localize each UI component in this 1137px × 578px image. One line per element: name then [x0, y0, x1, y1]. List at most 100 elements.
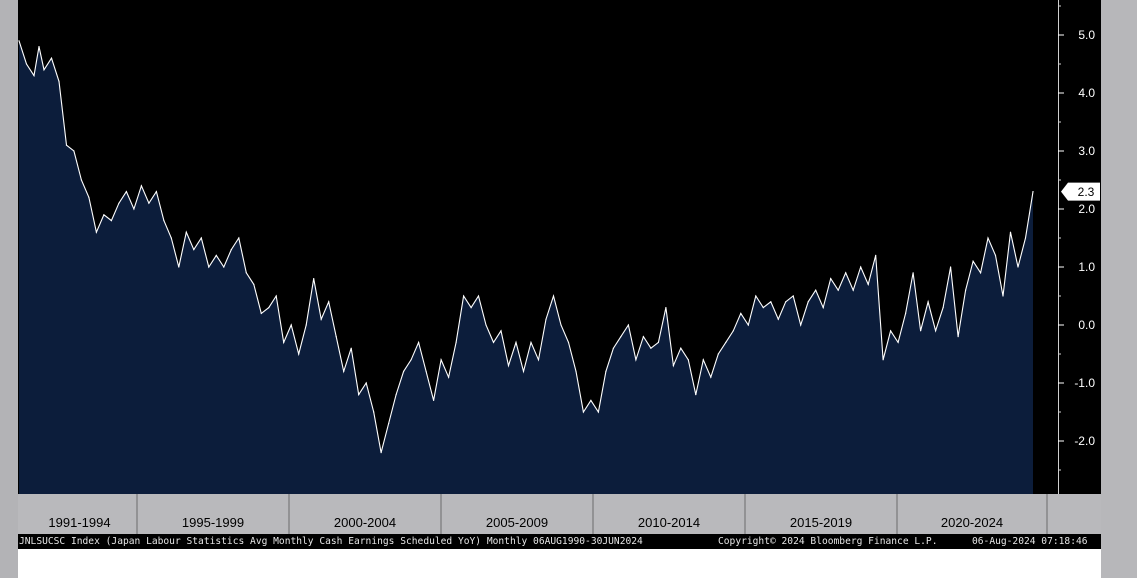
- data-point: [792, 295, 794, 297]
- data-point: [455, 341, 457, 343]
- data-point: [672, 365, 675, 367]
- data-point: [373, 411, 375, 413]
- y-tick-label: 5.0: [1078, 28, 1095, 42]
- data-point: [980, 272, 982, 274]
- y-tick-label: -1.0: [1074, 376, 1095, 390]
- data-point: [845, 272, 847, 274]
- y-tick-label: 4.0: [1078, 86, 1095, 100]
- data-point: [470, 307, 472, 309]
- data-point: [875, 254, 877, 256]
- data-point: [403, 370, 405, 372]
- data-point: [597, 411, 600, 413]
- data-point: [882, 359, 884, 361]
- data-point: [268, 307, 270, 309]
- data-point: [1032, 191, 1034, 193]
- data-point: [245, 272, 247, 274]
- data-point: [680, 347, 682, 349]
- data-point: [463, 295, 465, 297]
- data-point: [965, 289, 967, 291]
- data-point: [298, 353, 300, 355]
- data-point: [208, 266, 210, 268]
- x-period-label: 2015-2019: [790, 515, 852, 530]
- data-point: [942, 307, 944, 309]
- data-point: [178, 266, 180, 268]
- data-point: [238, 237, 240, 239]
- data-point: [867, 283, 869, 285]
- x-period-label: 2000-2004: [334, 515, 396, 530]
- data-point: [822, 307, 824, 309]
- x-axis-panel: [18, 494, 1101, 534]
- data-point: [627, 324, 630, 326]
- data-point: [732, 330, 734, 332]
- y-tick-label: 3.0: [1078, 144, 1095, 158]
- data-point: [125, 191, 127, 193]
- data-point: [38, 46, 40, 48]
- data-point: [350, 347, 352, 349]
- last-value-label: 2.3: [1078, 185, 1095, 199]
- data-point: [695, 394, 697, 396]
- data-point: [747, 324, 749, 326]
- copyright-text: Copyright© 2024 Bloomberg Finance L.P.: [718, 536, 938, 547]
- data-point: [582, 411, 585, 413]
- data-point: [522, 370, 525, 372]
- data-point: [185, 231, 187, 233]
- data-point: [388, 423, 390, 425]
- data-point: [612, 347, 615, 349]
- data-point: [777, 318, 779, 320]
- data-point: [507, 365, 510, 367]
- data-point: [65, 144, 68, 146]
- left-border: [0, 0, 18, 578]
- data-point: [335, 336, 337, 338]
- data-point: [755, 295, 757, 297]
- data-point: [223, 266, 225, 268]
- data-point: [25, 63, 28, 65]
- data-point: [710, 376, 712, 378]
- chart-footer: JNLSUCSC Index (Japan Labour Statistics …: [18, 534, 1101, 549]
- data-point: [837, 289, 839, 291]
- data-point: [1024, 237, 1027, 239]
- data-point: [860, 266, 862, 268]
- data-point: [80, 179, 82, 181]
- data-point: [642, 336, 645, 338]
- data-point: [987, 237, 989, 239]
- data-point: [605, 370, 607, 372]
- data-point: [425, 370, 427, 372]
- data-point: [725, 341, 727, 343]
- data-point: [800, 324, 802, 326]
- data-point: [410, 359, 412, 361]
- data-point: [552, 295, 555, 297]
- data-point: [395, 394, 397, 396]
- data-point: [365, 382, 367, 384]
- data-point: [230, 249, 232, 251]
- data-point: [852, 289, 854, 291]
- data-point: [590, 399, 592, 401]
- data-point: [500, 330, 502, 332]
- data-point: [785, 301, 787, 303]
- data-point: [43, 69, 45, 71]
- data-point: [1009, 231, 1012, 233]
- data-point: [343, 370, 345, 372]
- data-point: [253, 283, 255, 285]
- data-point: [18, 40, 20, 42]
- data-point: [537, 359, 540, 361]
- data-point: [320, 318, 322, 320]
- data-point: [58, 80, 60, 82]
- data-point: [95, 231, 97, 233]
- data-point: [110, 220, 112, 222]
- data-point: [358, 394, 360, 396]
- y-tick-label: 0.0: [1078, 318, 1095, 332]
- data-point: [575, 370, 577, 372]
- data-point: [1002, 295, 1004, 297]
- data-point: [687, 359, 689, 361]
- data-point: [1017, 266, 1019, 268]
- data-point: [920, 330, 922, 332]
- data-point: [897, 341, 899, 343]
- data-point: [103, 214, 105, 216]
- x-period-label: 2005-2009: [486, 515, 548, 530]
- data-point: [118, 202, 120, 204]
- data-point: [927, 301, 929, 303]
- y-axis-panel: [1058, 0, 1101, 494]
- data-point: [275, 295, 277, 297]
- data-point: [73, 150, 75, 152]
- data-point: [477, 295, 480, 297]
